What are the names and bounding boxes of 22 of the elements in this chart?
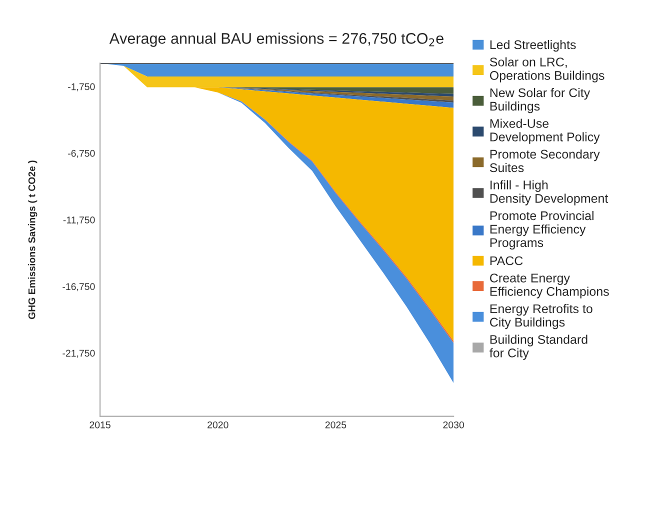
x-tick-label: 2020 [208, 421, 228, 428]
legend-label: Create Energy Efficiency Champions [490, 274, 609, 298]
x-tick-label: 2015 [90, 421, 110, 428]
y-tick-label: -16,750 [62, 283, 95, 292]
y-tick-label: -6,750 [68, 150, 95, 158]
legend-label: Energy Retrofits to City Buildings [490, 304, 592, 330]
x-tick-label: 2030 [443, 421, 464, 428]
y-tick-label: -21,750 [62, 350, 95, 358]
y-axis-title: GHG Emissions Savings ( t CO2e ) [28, 160, 38, 320]
legend-label: Promote Secondary Suites [490, 149, 600, 172]
y-tick-label: -1,750 [68, 83, 95, 92]
legend-label: Led Streetlights [490, 40, 576, 52]
chart-title: Average annual BAU emissions = 276,750 tCO$_{2}$e [109, 32, 444, 47]
x-tick-label: 2025 [325, 421, 346, 428]
y-tick-label: -11,750 [63, 216, 95, 225]
legend-label: New Solar for City Buildings [490, 88, 590, 114]
legend-label: Solar on LRC, Operations Buildings [490, 57, 604, 82]
legend-label: PACC [490, 256, 523, 266]
legend-label: Promote Provincial Energy Efficiency Programs [490, 210, 594, 250]
legend-label: Infill - High Density Development [490, 180, 608, 206]
legend-label: Building Standard for City [490, 334, 588, 360]
legend-label: Mixed-Use Development Policy [490, 118, 600, 144]
